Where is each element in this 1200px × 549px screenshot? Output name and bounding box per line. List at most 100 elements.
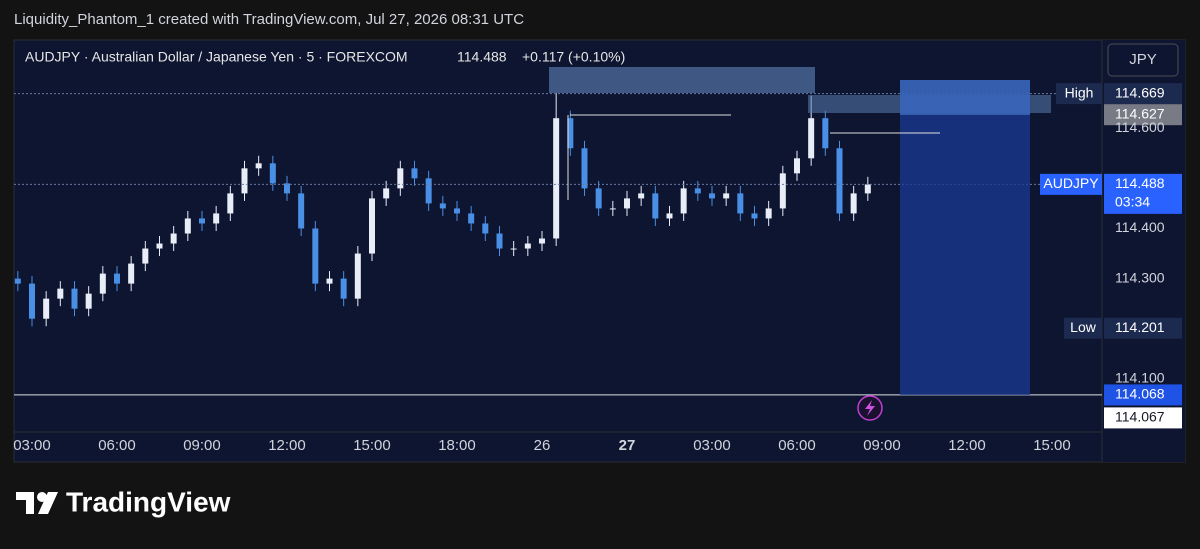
price-label-value: 114.627: [1115, 105, 1165, 121]
price-label-box: [1104, 407, 1182, 429]
zone: [549, 67, 815, 93]
legend-price: 114.488: [457, 49, 507, 65]
price-label-tag: [1040, 173, 1102, 195]
candle-body: [482, 223, 489, 234]
candle-body: [453, 208, 460, 214]
candle-body: [354, 253, 361, 299]
candle-body: [170, 233, 177, 244]
candle-body: [765, 208, 772, 219]
price-label-value: 114.067: [1115, 409, 1165, 425]
candle-body: [28, 283, 35, 319]
candle-body: [128, 263, 135, 284]
candle-body: [85, 293, 92, 309]
candle-body: [666, 213, 673, 219]
candle-body: [496, 233, 503, 249]
position-box: [900, 80, 1030, 395]
brand: TradingView: [66, 486, 231, 517]
candle-body: [411, 168, 418, 179]
logo-mark: [38, 492, 58, 514]
candle-body: [227, 193, 234, 214]
candle-body: [298, 193, 305, 229]
candle-body: [723, 193, 730, 199]
candle-body: [439, 203, 446, 209]
x-tick-label: 03:00: [693, 437, 731, 454]
candle-body: [43, 298, 50, 319]
candle-body: [793, 158, 800, 174]
candle-body: [255, 163, 262, 169]
candle-body: [850, 193, 857, 214]
candle-body: [425, 178, 432, 204]
price-label-name: High: [1065, 84, 1094, 100]
price-label-timer: 03:34: [1115, 194, 1150, 210]
price-label-box: [1104, 104, 1182, 126]
candle-body: [822, 118, 829, 149]
drawings: [549, 67, 1051, 421]
x-tick-label: 03:00: [13, 437, 51, 454]
x-tick-label: 26: [534, 437, 551, 454]
x-tick-label: 09:00: [183, 437, 221, 454]
candle-body: [14, 278, 21, 284]
candle-body: [751, 213, 758, 219]
price-label-box: [1104, 384, 1182, 406]
candle-body: [383, 188, 390, 199]
logo-mark: [37, 492, 47, 502]
x-tick-label: 15:00: [1033, 437, 1071, 454]
x-tick-label: 06:00: [778, 437, 816, 454]
header: Liquidity_Phantom_1 created with Trading…: [14, 11, 524, 28]
candle-body: [694, 188, 701, 194]
x-tick-label: 12:00: [948, 437, 986, 454]
price-label-box: [1104, 83, 1182, 105]
candle-body: [57, 288, 64, 299]
candle-body: [198, 218, 205, 224]
candle-body: [680, 188, 687, 214]
candle-body: [368, 198, 375, 254]
legend-symbol: AUDJPY · Australian Dollar / Japanese Ye…: [25, 49, 408, 65]
price-labels: 114.669 High 114.627 114.488 03:34 AUDJPY 114.…: [1040, 83, 1182, 429]
candle-body: [567, 118, 574, 149]
candle-body: [836, 148, 843, 214]
candle-body: [113, 273, 120, 284]
x-tick-label: 09:00: [863, 437, 901, 454]
price-label-value: 114.488: [1115, 175, 1165, 191]
y-tick-label: 114.300: [1115, 269, 1165, 285]
x-tick-label: 06:00: [98, 437, 136, 454]
price-label-box: [1104, 317, 1182, 339]
candle-body: [213, 213, 220, 224]
candle-body: [340, 278, 347, 299]
x-tick-label: 12:00: [268, 437, 306, 454]
candle-body: [142, 248, 149, 264]
candle-body: [312, 228, 319, 284]
candle-body: [99, 273, 106, 294]
candle-body: [779, 173, 786, 209]
legend-change: +0.117 (+0.10%): [522, 49, 625, 65]
price-label-box: [1104, 173, 1182, 214]
price-label-name: AUDJPY: [1043, 175, 1099, 191]
candle-body: [538, 238, 545, 244]
candle-body: [71, 288, 78, 309]
plot: [14, 93, 1102, 396]
candle-body: [652, 193, 659, 219]
candle-body: [808, 118, 815, 159]
y-tick-label: 114.100: [1115, 370, 1165, 386]
currency-button[interactable]: [1107, 43, 1179, 77]
candle-body: [737, 193, 744, 214]
candle-body: [326, 278, 333, 284]
y-tick-label: 114.600: [1115, 119, 1165, 135]
candle-body: [623, 198, 630, 209]
candle-body: [510, 248, 517, 250]
candle-body: [397, 168, 404, 189]
candle-body: [156, 243, 163, 249]
price-label-tag: [1064, 317, 1102, 339]
price-label-tag: [1056, 83, 1102, 105]
x-tick-label: 18:00: [438, 437, 476, 454]
price-label-name: Low: [1070, 319, 1097, 335]
candle-body: [283, 183, 290, 194]
x-tick-label: 15:00: [353, 437, 391, 454]
candle-body: [638, 193, 645, 199]
candle-body: [864, 184, 871, 194]
position-target: [900, 80, 1030, 115]
candle-body: [241, 168, 248, 194]
event-bolt: [865, 400, 875, 416]
